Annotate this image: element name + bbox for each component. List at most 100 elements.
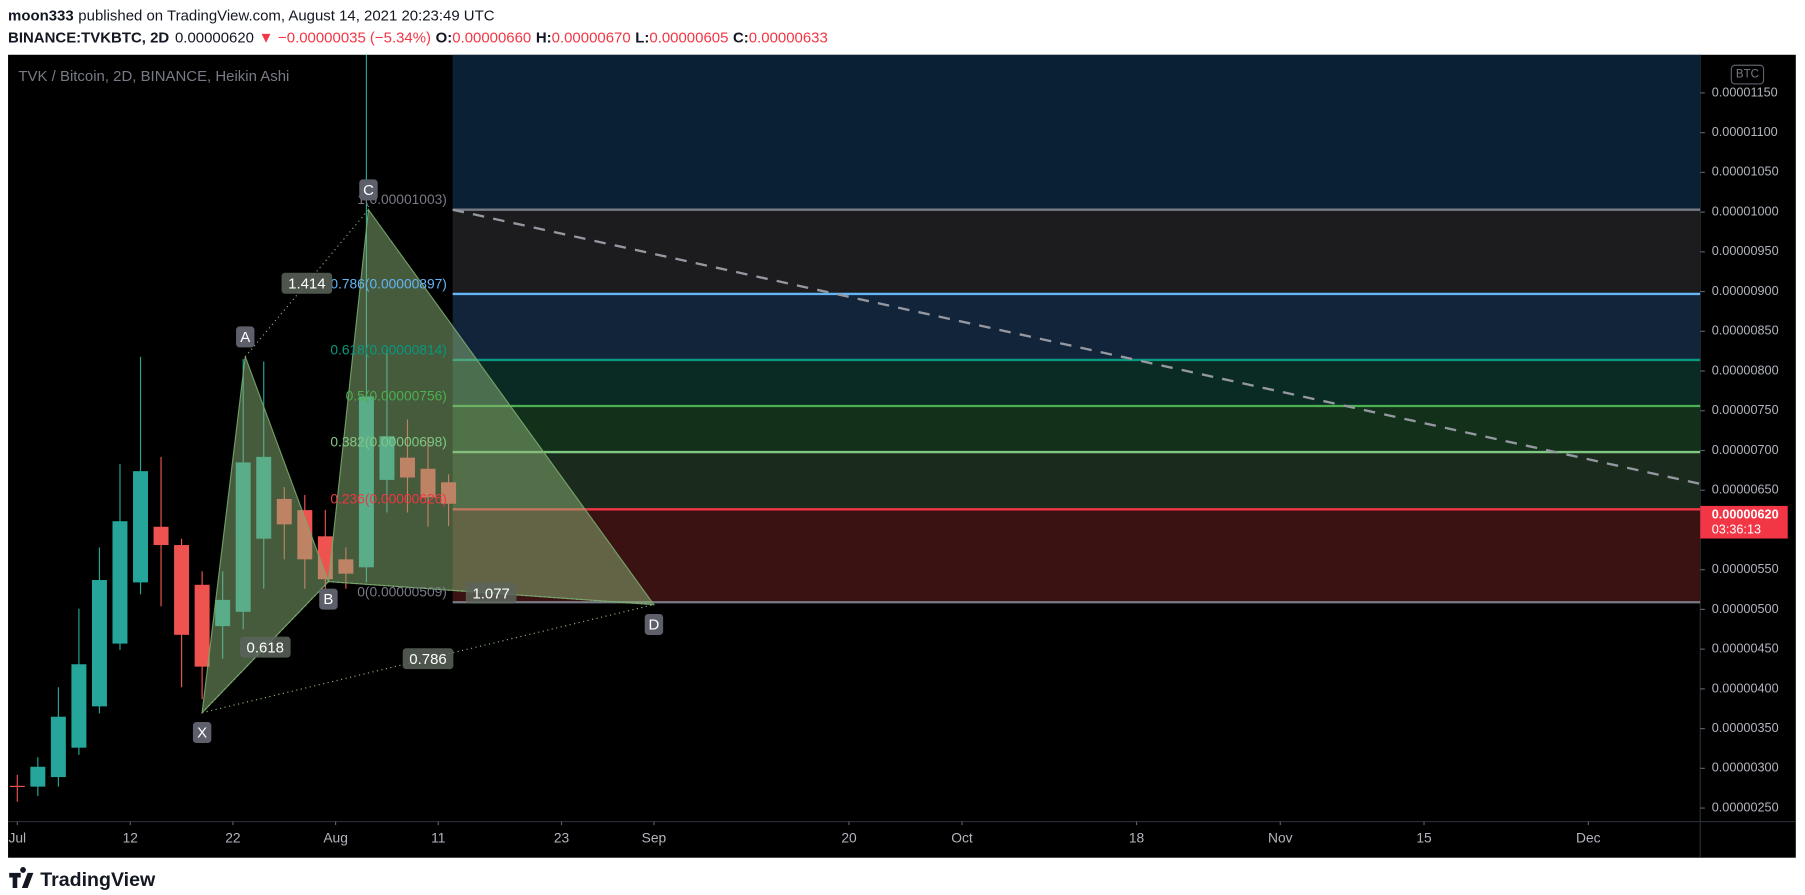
fib-label: 0.5(0.00000756) [346,387,447,403]
last-price-label: 0.00000620 [1712,507,1779,522]
y-tick-label: 0.00000450 [1712,640,1779,655]
point-box [319,588,338,610]
fib-zone [452,405,1701,453]
candle-body [194,584,210,667]
ratio-label: 0.786 [409,651,446,668]
y-tick-label: 0.00000900 [1712,283,1779,298]
y-tick-label: 0.00000250 [1712,799,1779,814]
last-price-box [1700,505,1788,539]
ohlc-key: L: [635,29,649,46]
currency-box [1730,64,1765,85]
candle-body [50,716,66,778]
point-box [359,179,378,201]
point-label: X [197,725,207,742]
ratio-box [402,648,454,670]
x-tick-label: 22 [225,830,241,846]
y-tick-label: 0.00000300 [1712,760,1779,775]
last-price: 0.00000620 [175,29,254,46]
ratio-label: 1.414 [288,275,325,292]
footer-brand: TradingView [40,869,156,891]
x-tick-label: 15 [1416,830,1432,846]
y-tick-label: 0.00001100 [1712,124,1778,139]
pane-legend: TVK / Bitcoin, 2D, BINANCE, Heikin Ashi [18,68,289,85]
fib-label: 0.236(0.00000626) [330,491,447,507]
fib-label: 0.618(0.00000814) [330,341,447,357]
ohlc-key: O: [436,29,453,46]
fib-zone [452,509,1701,603]
ohlc-value: 0.00000660 [452,29,531,46]
down-arrow: ▼ [259,29,274,46]
candle-body [133,471,148,583]
candle-body [91,580,107,707]
ohlc-key: C: [733,29,749,46]
y-tick-label: 0.00000650 [1712,482,1779,497]
change: −0.00000035 (−5.34%) [278,29,431,46]
candle-body [71,664,87,748]
ohlc-key: H: [536,29,552,46]
ratio-box [239,636,291,658]
y-tick-label: 0.00000800 [1712,362,1779,377]
point-label: A [240,329,250,346]
author: moon333 [8,7,74,24]
currency-label: BTC [1736,69,1759,81]
fib-label: 0(0.00000509) [357,584,447,600]
x-tick-label: Jul [8,830,26,846]
point-label: D [649,617,660,634]
fib-zone [452,359,1701,406]
ratio-label: 0.618 [247,639,284,656]
ohlc-value: 0.00000670 [552,29,631,46]
y-tick-label: 0.00000950 [1712,243,1779,258]
candle-body [112,521,128,644]
candle-body [153,526,169,546]
x-tick-label: 20 [841,830,857,846]
symbol: BINANCE:TVKBTC, 2D [8,29,169,46]
y-tick-label: 0.00000700 [1712,442,1779,457]
pane [9,54,1701,802]
ratio-label: 1.077 [472,585,509,602]
y-tick-label: 0.00000850 [1712,323,1779,338]
ratio-box [281,272,333,294]
y-tick-label: 0.00000400 [1712,680,1779,695]
pattern-ratio-line [328,581,654,606]
x-tick-label: 12 [123,830,139,846]
point-box [644,613,664,635]
candle-body [174,545,190,635]
x-tick-label: Oct [951,830,973,846]
published: published on TradingView.com, August 14,… [78,7,494,24]
x-tick-label: 11 [431,830,446,846]
fib-label: 0.786(0.00000897) [330,275,447,291]
countdown: 03:36:13 [1712,522,1761,537]
candle-body [9,785,25,787]
y-tick-label: 0.00001150 [1712,84,1778,99]
x-tick-label: Nov [1268,830,1293,846]
fib-zone [452,54,1701,210]
ohlc-value: 0.00000605 [649,29,728,46]
point-label: C [363,182,374,199]
ratio-box [465,582,517,604]
y-tick-label: 0.00000550 [1712,561,1779,576]
fib-zone [452,293,1701,360]
candle-body [30,766,46,787]
fib-zone [452,209,1701,294]
y-tick-label: 0.00001050 [1712,164,1779,179]
x-tick-label: Sep [642,830,667,846]
tv-logo [9,867,34,889]
fib-label: 1(0.00001003) [357,191,447,207]
pattern-ratio-line [201,604,655,714]
header-line-2: BINANCE:TVKBTC, 2D 0.00000620 ▼ −0.00000035… [8,29,828,46]
header-line-1: moon333 published on TradingView.com, Aug… [8,7,495,24]
x-tick-label: 18 [1129,830,1145,846]
point-label: B [323,591,333,608]
fib-label: 0.382(0.00000698) [330,433,447,449]
trendline [452,208,1701,486]
x-tick-label: 23 [554,830,570,846]
y-tick-label: 0.00000750 [1712,402,1779,417]
ohlc-value: 0.00000633 [749,29,828,46]
y-tick-label: 0.00001000 [1712,203,1779,218]
x-tick-label: Dec [1576,830,1601,846]
point-box [236,326,255,348]
y-tick-label: 0.00000350 [1712,720,1779,735]
point-box [192,722,212,744]
x-tick-label: Aug [323,830,348,846]
